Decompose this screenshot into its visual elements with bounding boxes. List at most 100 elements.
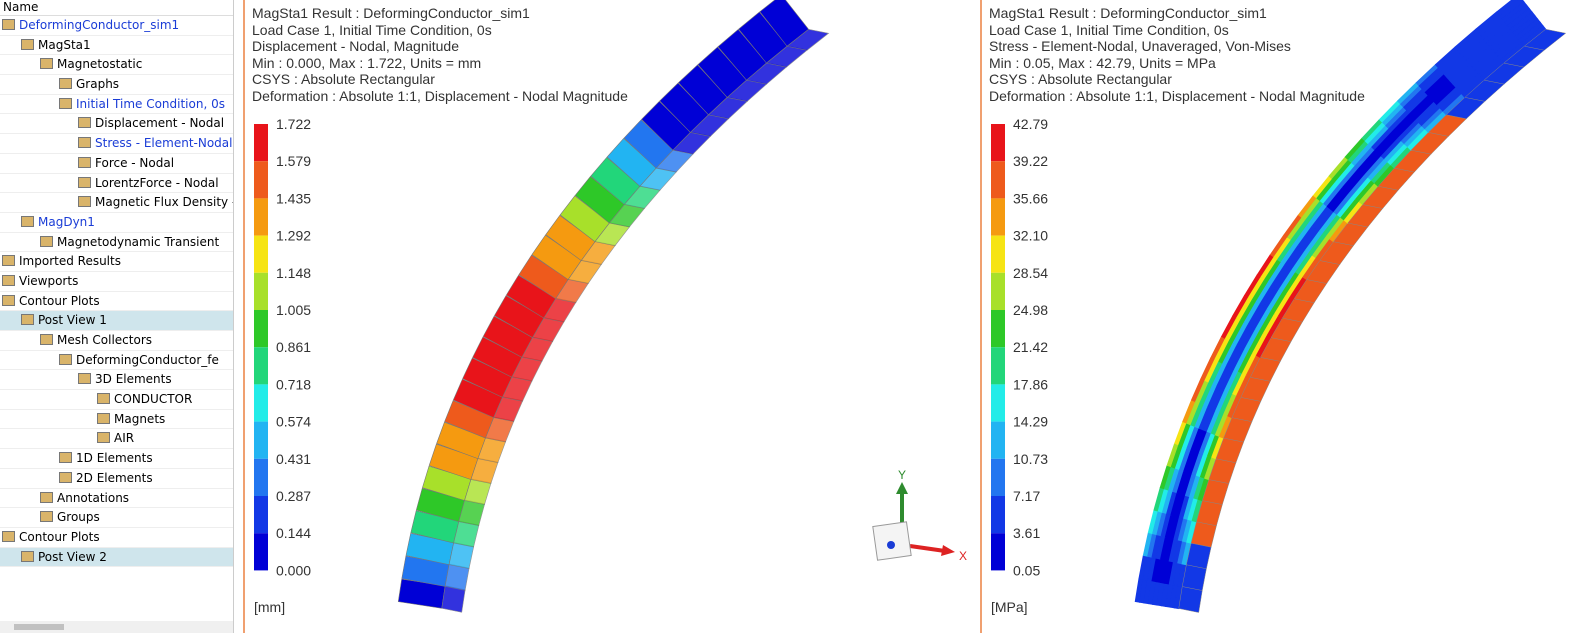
- info-line: Displacement - Nodal, Magnitude: [252, 38, 459, 55]
- legend-band: [254, 421, 268, 459]
- tree-label: Contour Plots: [2, 294, 100, 308]
- legend-band: [991, 496, 1005, 534]
- tree-node[interactable]: Force - Nodal: [0, 154, 233, 174]
- legend-band: [254, 347, 268, 385]
- legend-label: 1.579: [276, 153, 311, 169]
- legend-label: 42.79: [1013, 116, 1048, 132]
- navigator-tree: Name DeformingConductor_sim1 MagSta1 Magne…: [0, 0, 234, 633]
- tree-label: Post View 2: [21, 550, 107, 564]
- tree-node[interactable]: Post View 2: [0, 547, 233, 568]
- info-line: CSYS : Absolute Rectangular: [989, 71, 1172, 88]
- info-line: Load Case 1, Initial Time Condition, 0s: [252, 21, 492, 38]
- tree-node[interactable]: 1D Elements: [0, 449, 233, 469]
- tree-node[interactable]: Stress - Element-Nodal: [0, 134, 233, 154]
- legend-label: 24.98: [1013, 302, 1048, 318]
- legend-label: 28.54: [1013, 265, 1048, 281]
- legend-band: [254, 310, 268, 348]
- tree-node[interactable]: Initial Time Condition, 0s: [0, 95, 233, 115]
- tree-node[interactable]: 2D Elements: [0, 469, 233, 489]
- triad-y-label: Y: [898, 468, 906, 482]
- legend-band: [991, 421, 1005, 459]
- legend-label: 0.05: [1013, 562, 1040, 578]
- tree-node[interactable]: DeformingConductor_fe: [0, 351, 233, 371]
- beam: [397, 0, 830, 613]
- tree-label: Imported Results: [2, 254, 121, 268]
- info-line: MagSta1 Result : DeformingConductor_sim1: [989, 5, 1267, 21]
- tree-label: Displacement - Nodal: [78, 116, 224, 130]
- triad-origin: [887, 541, 895, 549]
- tree-node[interactable]: Magnetostatic: [0, 55, 233, 76]
- info-line: Min : 0.000, Max : 1.722, Units = mm: [252, 54, 482, 71]
- legend-band: [991, 310, 1005, 348]
- legend-label: 0.574: [276, 414, 311, 430]
- tree-node[interactable]: 3D Elements: [0, 370, 233, 391]
- tree-label: Contour Plots: [2, 530, 100, 544]
- tree-node[interactable]: Magnets: [0, 410, 233, 430]
- info-line: Deformation : Absolute 1:1, Displacement…: [989, 87, 1365, 104]
- legend-label: 1.005: [276, 302, 311, 318]
- legend-band: [254, 272, 268, 310]
- info-line: Load Case 1, Initial Time Condition, 0s: [989, 21, 1229, 38]
- tree-label: AIR: [97, 431, 134, 445]
- column-header: Name: [0, 0, 233, 16]
- tree-node[interactable]: Groups: [0, 508, 233, 528]
- tree-node[interactable]: Displacement - Nodal: [0, 114, 233, 135]
- legend-unit: [MPa]: [991, 599, 1028, 615]
- tree-node[interactable]: Contour Plots: [0, 292, 233, 312]
- viewport: MagSta1 Result : DeformingConductor_sim1…: [980, 0, 1593, 633]
- tree-node[interactable]: Mesh Collectors: [0, 331, 233, 351]
- tree-label: Magnets: [97, 412, 165, 426]
- tree-label: Post View 1: [21, 313, 107, 327]
- triad-x-head: [941, 545, 955, 556]
- beam: [1134, 0, 1567, 613]
- legend-label: 7.17: [1013, 488, 1040, 504]
- tree-label: 3D Elements: [78, 372, 172, 386]
- tree-node[interactable]: Post View 1: [0, 311, 233, 331]
- tree-node[interactable]: LorentzForce - Nodal: [0, 174, 233, 194]
- info-line: Stress - Element-Nodal, Unaveraged, Von-…: [989, 38, 1291, 55]
- info-line: Min : 0.05, Max : 42.79, Units = MPa: [989, 54, 1216, 71]
- result-info: MagSta1 Result : DeformingConductor_sim1…: [989, 5, 1365, 105]
- tree-node[interactable]: Contour Plots: [0, 528, 233, 548]
- legend-band: [254, 458, 268, 496]
- tree-label: CONDUCTOR: [97, 392, 192, 406]
- tree-node[interactable]: CONDUCTOR: [0, 390, 233, 410]
- tree-label: Annotations: [40, 491, 129, 505]
- legend-label: 0.000: [276, 562, 311, 578]
- info-line: MagSta1 Result : DeformingConductor_sim1: [252, 5, 530, 21]
- tree-label: DeformingConductor_sim1: [2, 18, 179, 32]
- legend-band: [254, 161, 268, 199]
- tree-label: MagSta1: [21, 38, 91, 52]
- legend-band: [991, 235, 1005, 273]
- tree-node[interactable]: Graphs: [0, 75, 233, 95]
- legend-band: [991, 124, 1005, 162]
- tree-node[interactable]: MagSta1: [0, 36, 233, 56]
- info-line: CSYS : Absolute Rectangular: [252, 71, 435, 88]
- tree-node[interactable]: DeformingConductor_sim1: [0, 16, 233, 36]
- tree-node[interactable]: Magnetodynamic Transient: [0, 233, 233, 253]
- legend-band: [254, 235, 268, 273]
- tree-label: Initial Time Condition, 0s: [59, 97, 225, 111]
- tree-node[interactable]: Magnetic Flux Density - Ele: [0, 193, 233, 213]
- legend-band: [991, 161, 1005, 199]
- triad-y-head: [896, 482, 908, 494]
- legend-band: [254, 198, 268, 236]
- tree-node[interactable]: MagDyn1: [0, 213, 233, 233]
- tree-node[interactable]: Viewports: [0, 272, 233, 292]
- info-line: Deformation : Absolute 1:1, Displacement…: [252, 87, 628, 104]
- tree-label: Magnetic Flux Density - Ele: [78, 195, 233, 209]
- tree-label: Mesh Collectors: [40, 333, 152, 347]
- legend-band: [254, 124, 268, 162]
- tree-label: Graphs: [59, 77, 119, 91]
- legend-label: 0.287: [276, 488, 311, 504]
- tree-node[interactable]: AIR: [0, 429, 233, 450]
- legend-label: 32.10: [1013, 228, 1048, 244]
- tree-node[interactable]: Imported Results: [0, 252, 233, 272]
- tree-node[interactable]: Annotations: [0, 489, 233, 509]
- legend-band: [254, 384, 268, 422]
- legend-label: 21.42: [1013, 339, 1048, 355]
- legend-band: [991, 458, 1005, 496]
- legend-label: 1.148: [276, 265, 311, 281]
- scrollbar[interactable]: [0, 621, 233, 633]
